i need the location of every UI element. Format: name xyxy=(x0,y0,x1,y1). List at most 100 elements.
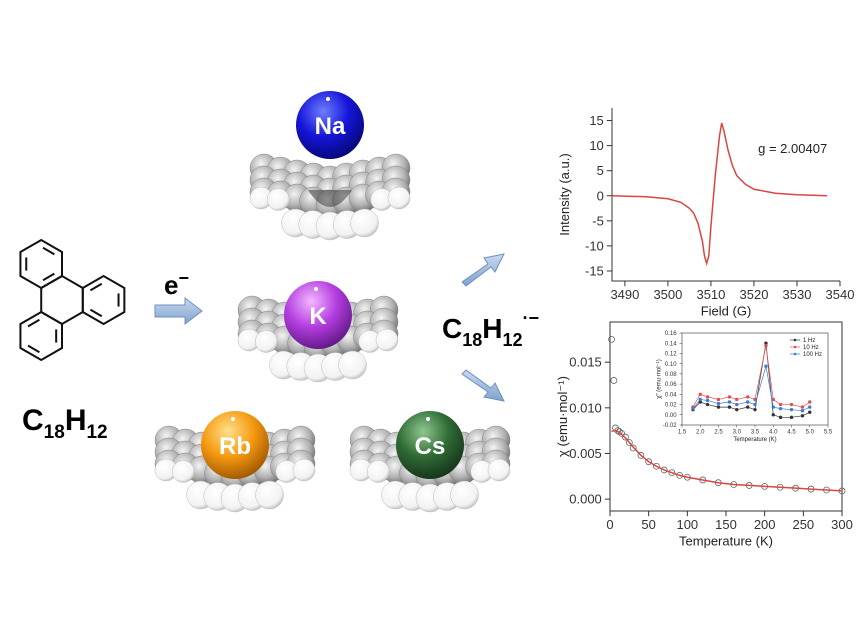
y-tick-label: 0.005 xyxy=(569,446,602,461)
hydrogen-atom xyxy=(292,458,316,482)
atom-highlight xyxy=(426,417,430,421)
metal-atom xyxy=(201,411,269,479)
y-tick-label: 0 xyxy=(597,188,604,203)
hydrogen-atom xyxy=(387,186,411,210)
hydrogen-atom xyxy=(350,208,379,238)
x-tick-label: 300 xyxy=(831,517,853,532)
y-tick-label: 0.16 xyxy=(665,331,677,337)
x-tick-label: 4.5 xyxy=(787,429,796,435)
formula: C18H12 xyxy=(22,404,108,443)
data-point xyxy=(789,402,794,407)
data-point xyxy=(727,395,732,399)
data-point xyxy=(789,415,794,420)
ring xyxy=(19,238,63,290)
data-point xyxy=(705,398,710,403)
data-point xyxy=(808,405,812,409)
x-tick-label: 200 xyxy=(754,517,776,532)
y-tick-label: 0.00 xyxy=(665,413,677,419)
hydrogen-atom xyxy=(375,328,399,352)
x-axis-label: Temperature (K) xyxy=(733,437,776,443)
data-point xyxy=(727,405,732,409)
data-point xyxy=(789,407,794,412)
double-bond xyxy=(42,246,55,256)
data-point xyxy=(800,408,805,413)
formula-part: H xyxy=(482,313,502,344)
ring xyxy=(19,310,64,362)
data-point xyxy=(637,451,645,459)
triphenylene-structure xyxy=(19,238,126,362)
data-point xyxy=(778,406,783,411)
y-tick-label: 0.04 xyxy=(665,392,677,398)
hydrogen-atom xyxy=(267,188,290,211)
electron-part: − xyxy=(178,268,189,288)
y-tick-label: 10 xyxy=(589,138,603,153)
y-tick-label: 0.10 xyxy=(665,362,677,368)
arrow xyxy=(154,296,203,326)
formula-part: 18 xyxy=(462,330,482,350)
y-axis-label: Intensity (a.u.) xyxy=(557,153,572,235)
data-point xyxy=(800,414,805,418)
y-tick-label: 0.08 xyxy=(665,372,677,378)
arrow xyxy=(461,253,505,287)
x-tick-label: 3520 xyxy=(740,287,769,302)
hydrogen-atom xyxy=(487,458,511,482)
data-point xyxy=(735,397,739,402)
metal-label: K xyxy=(309,303,327,330)
data-point xyxy=(618,429,625,437)
y-tick-label: 0.14 xyxy=(665,341,677,347)
y-tick-label: -10 xyxy=(585,238,604,253)
x-tick-label: 100 xyxy=(676,517,698,532)
series-line xyxy=(611,122,828,267)
x-tick-label: 3490 xyxy=(610,287,639,302)
data-point xyxy=(746,405,750,409)
metal-atom xyxy=(296,91,364,159)
formula-part: 12 xyxy=(86,422,107,443)
data-point xyxy=(808,410,812,414)
x-tick-label: 1.5 xyxy=(678,429,687,435)
legend-marker xyxy=(793,338,797,342)
data-point xyxy=(653,462,660,470)
ring xyxy=(40,274,84,326)
data-point xyxy=(753,407,757,412)
data-point xyxy=(735,407,739,412)
legend-label: 1 Hz xyxy=(803,338,815,344)
double-bond xyxy=(42,272,55,282)
axis-frame xyxy=(611,108,840,282)
radical-anion-formula: C18H12·− xyxy=(442,308,539,350)
legend-label: 10 Hz xyxy=(803,345,819,351)
complexes: Na K Rb Cs xyxy=(154,91,511,513)
arrow xyxy=(461,369,505,402)
metal-label: Rb xyxy=(219,433,251,460)
atom-highlight xyxy=(231,417,235,421)
y-axis-label: χ'' (emu·mol⁻¹) xyxy=(656,359,662,399)
data-point xyxy=(660,466,668,474)
electron-label: e− xyxy=(164,268,189,300)
formula-part: ·− xyxy=(523,308,540,328)
data-point xyxy=(716,401,721,406)
data-point xyxy=(625,439,633,446)
x-tick-label: 2.5 xyxy=(714,429,723,435)
x-tick-label: 4.0 xyxy=(769,429,778,435)
y-tick-label: 0.06 xyxy=(665,382,677,388)
x-tick-label: 3540 xyxy=(826,287,855,302)
data-point xyxy=(753,402,757,407)
data-point xyxy=(800,405,805,409)
y-tick-label: 0.02 xyxy=(665,403,677,409)
data-point xyxy=(764,344,768,348)
data-point xyxy=(778,402,783,407)
y-tick-label: 5 xyxy=(597,163,604,178)
x-tick-label: 5.5 xyxy=(824,429,833,435)
x-tick-label: 3.5 xyxy=(751,429,760,435)
formula-part: 18 xyxy=(44,422,65,443)
atom-highlight xyxy=(326,97,330,101)
x-tick-label: 0 xyxy=(606,517,613,532)
x-tick-label: 3510 xyxy=(696,287,725,302)
double-bond xyxy=(27,318,40,328)
double-bond xyxy=(89,282,103,292)
data-point xyxy=(778,415,783,420)
y-tick-label: -15 xyxy=(585,264,604,279)
data-point xyxy=(808,400,812,404)
metal-label: Na xyxy=(315,113,346,140)
hydrogen-atom xyxy=(367,460,390,483)
